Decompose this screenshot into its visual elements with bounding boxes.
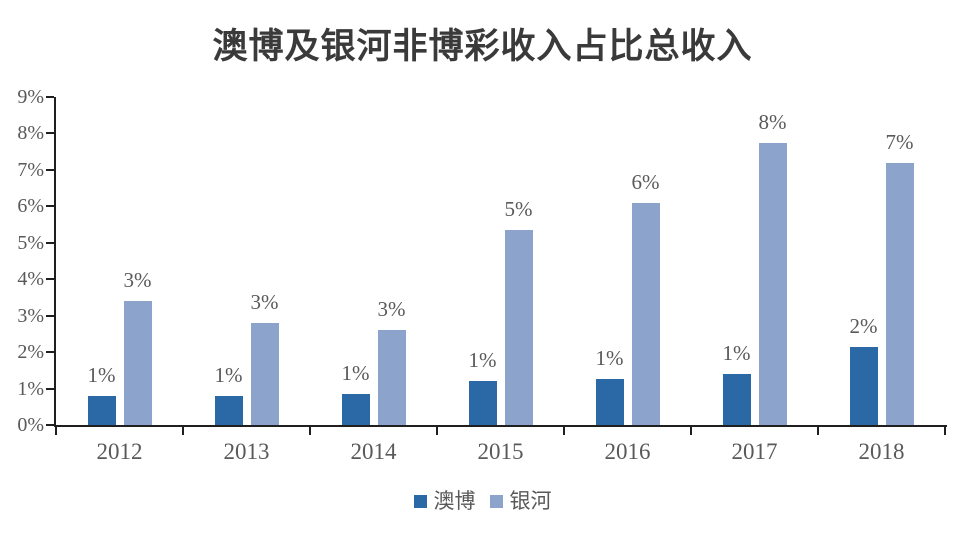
x-axis-tick (563, 427, 565, 435)
bar-银河-2017 (758, 143, 787, 425)
chart-legend: 澳博 银河 (0, 490, 965, 512)
x-axis-category-label: 2017 (731, 439, 778, 464)
y-axis-tick (46, 278, 54, 281)
legend-swatch-icon (489, 494, 503, 508)
bar-data-label: 2% (849, 314, 878, 338)
y-axis-tick-label: 6% (17, 195, 44, 218)
y-axis-tick (46, 424, 54, 426)
y-axis-tick-label: 8% (17, 122, 44, 145)
bar-data-label: 3% (377, 297, 406, 321)
y-axis-tick-label: 2% (17, 341, 44, 364)
legend-item-澳博: 澳博 (413, 489, 476, 513)
y-axis-tick (46, 351, 54, 354)
y-axis-tick (46, 241, 54, 244)
x-axis-tick (436, 427, 438, 435)
bar-澳博-2012 (87, 396, 116, 425)
bar-data-label: 1% (341, 361, 370, 385)
bar-银河-2013 (250, 323, 279, 425)
bar-data-label: 1% (595, 346, 624, 370)
x-axis-category-label: 2014 (350, 439, 397, 464)
y-axis-tick-label: 0% (17, 414, 44, 436)
legend-label: 澳博 (433, 489, 476, 513)
x-axis-tick (55, 427, 57, 435)
y-axis-tick-label: 9% (17, 86, 44, 108)
y-axis-tick (46, 387, 54, 390)
bar-data-label: 8% (758, 110, 787, 134)
y-axis-tick-label: 3% (17, 304, 44, 327)
y-axis-tick (46, 132, 54, 135)
bar-data-label: 6% (631, 170, 660, 194)
y-axis-tick-label: 5% (17, 231, 44, 254)
x-axis-tick (182, 427, 184, 435)
bar-澳博-2016 (595, 379, 624, 425)
y-axis-tick (46, 168, 54, 171)
legend-swatch-icon (413, 494, 427, 508)
x-axis-tick (309, 427, 311, 435)
y-axis-line (54, 97, 56, 427)
bar-银河-2014 (377, 330, 406, 425)
bar-澳博-2015 (468, 381, 497, 425)
chart-title: 澳博及银河非博彩收入占比总收入 (212, 27, 753, 66)
bar-data-label: 1% (214, 363, 243, 387)
x-axis-category-label: 2015 (477, 439, 524, 464)
x-axis-tick (690, 427, 692, 435)
bar-data-label: 3% (250, 290, 279, 314)
bar-data-label: 1% (722, 341, 751, 365)
x-axis-category-label: 2012 (96, 439, 143, 464)
bar-银河-2015 (504, 230, 533, 425)
bar-data-label: 7% (885, 130, 914, 154)
bar-澳博-2018 (849, 347, 878, 425)
x-axis-category-label: 2018 (858, 439, 905, 464)
y-axis-tick-label: 1% (17, 377, 44, 400)
bar-银河-2018 (885, 163, 914, 425)
bar-澳博-2013 (214, 396, 243, 425)
x-axis-category-label: 2013 (223, 439, 270, 464)
bar-data-label: 5% (504, 197, 533, 221)
x-axis-tick (817, 427, 819, 435)
y-axis-tick (46, 96, 54, 98)
bar-澳博-2014 (341, 394, 370, 425)
x-axis-tick (944, 427, 946, 435)
y-axis-tick-label: 4% (17, 268, 44, 291)
legend-label: 银河 (509, 489, 552, 513)
bar-银河-2016 (631, 203, 660, 425)
bar-澳博-2017 (722, 374, 751, 425)
bar-data-label: 1% (468, 348, 497, 372)
bar-银河-2012 (123, 301, 152, 425)
y-axis-tick (46, 205, 54, 208)
x-axis-category-label: 2016 (604, 439, 651, 464)
y-axis-tick (46, 314, 54, 317)
x-axis-line (54, 425, 947, 427)
y-axis-tick-label: 7% (17, 158, 44, 181)
bar-data-label: 1% (87, 363, 116, 387)
legend-item-银河: 银河 (489, 489, 552, 513)
bar-data-label: 3% (123, 268, 152, 292)
